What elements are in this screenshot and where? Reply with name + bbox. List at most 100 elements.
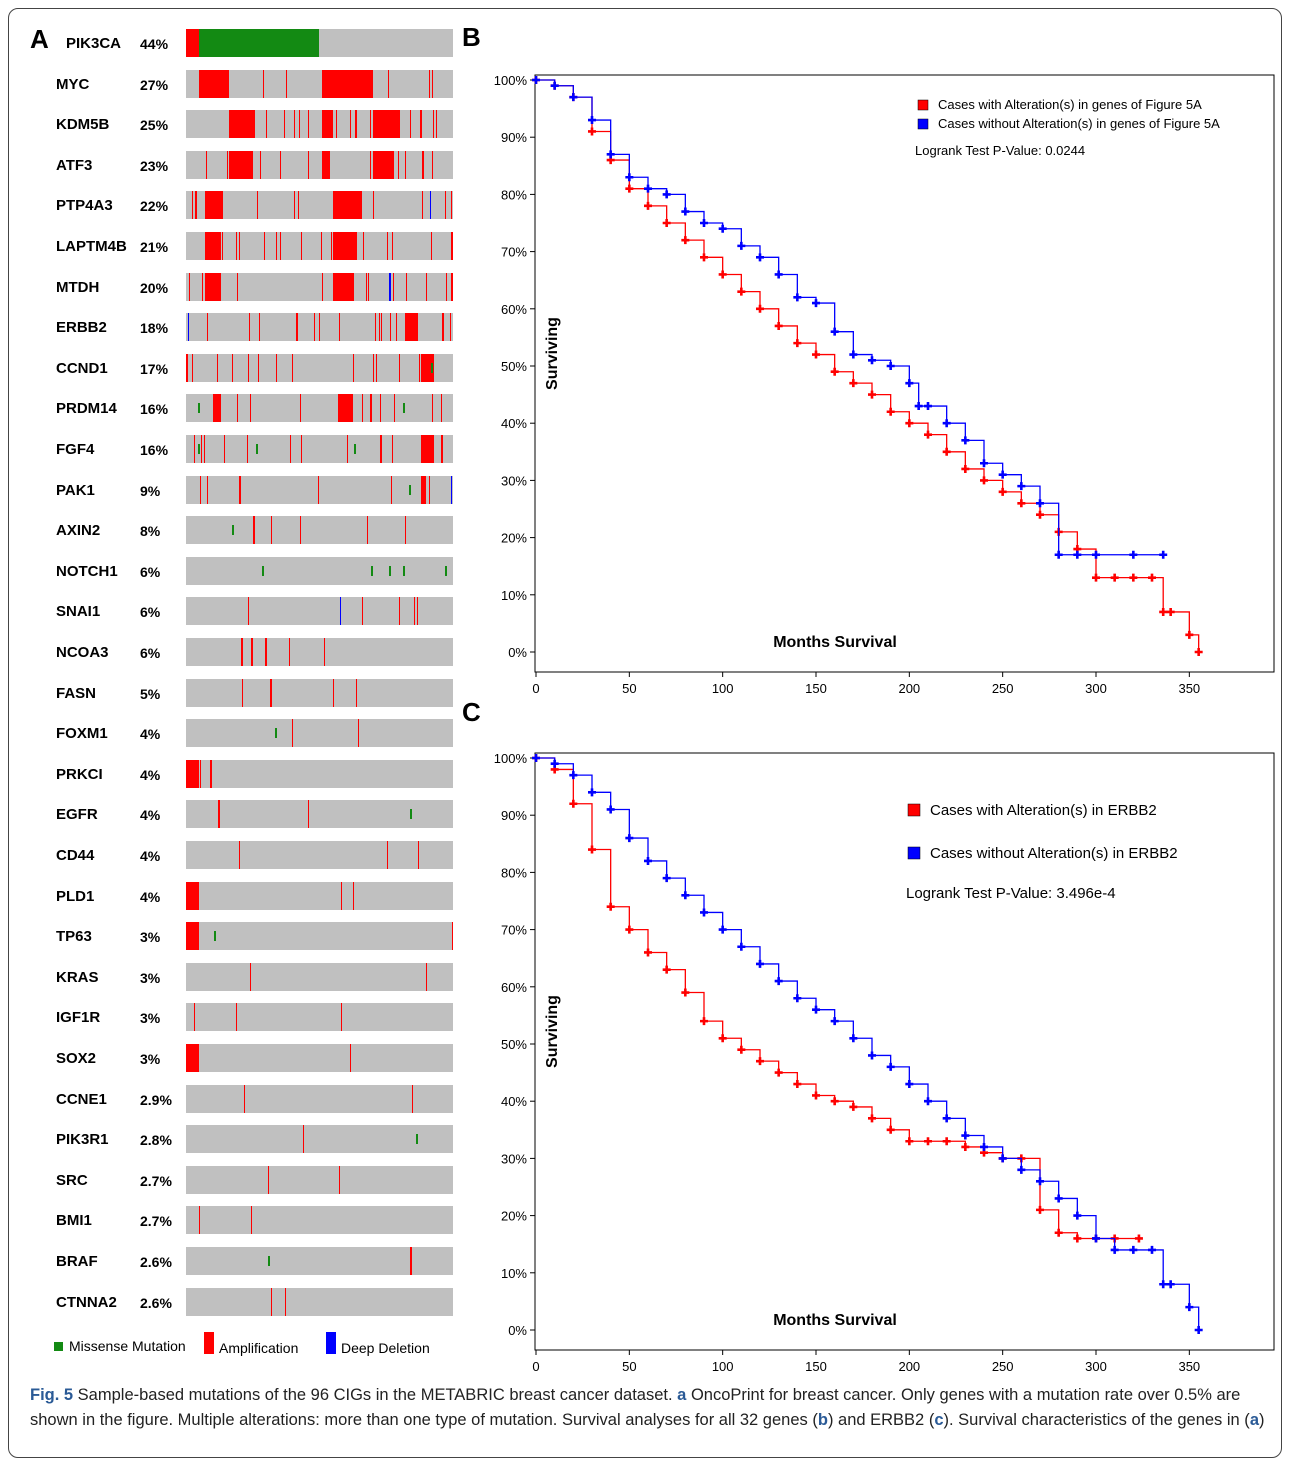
gene-alteration-track <box>186 678 453 707</box>
censor-mark <box>924 430 932 439</box>
gene-name: BRAF <box>56 1253 98 1270</box>
amplification-mark <box>318 475 320 504</box>
gene-percentage: 5% <box>140 685 161 702</box>
amplification-mark <box>222 232 224 260</box>
censor-mark <box>1073 550 1082 559</box>
deep-deletion-swatch <box>326 1332 336 1354</box>
caption-ref-a2: a <box>1249 1411 1259 1429</box>
gene-alteration-track <box>186 516 453 545</box>
gene-percentage: 25% <box>140 117 169 134</box>
censor-mark <box>718 270 727 279</box>
gene-alteration-track <box>186 638 453 666</box>
legend-label: Cases without Alteration(s) in ERBB2 <box>930 845 1178 862</box>
amplification-mark <box>387 69 389 98</box>
amplification-mark <box>349 110 352 139</box>
missense-swatch <box>54 1342 63 1351</box>
caption-ref-a: a <box>677 1386 687 1404</box>
amplification-mark <box>239 841 241 869</box>
censor-mark <box>774 321 783 330</box>
censor-mark <box>662 190 671 199</box>
gene-name: PLD1 <box>56 887 95 905</box>
missense-mark <box>275 728 277 739</box>
amplification-mark <box>357 69 360 98</box>
amplification-mark <box>284 1287 286 1316</box>
censor-mark <box>718 224 727 233</box>
amplification-mark <box>199 69 229 98</box>
amplification-mark <box>432 150 434 179</box>
plot-area <box>534 74 1275 673</box>
gene-alteration-track <box>186 353 453 382</box>
amplification-mark <box>404 313 419 342</box>
gene-name: AXIN2 <box>56 522 101 540</box>
amplification-mark <box>186 759 199 788</box>
gene-name: CTNNA2 <box>56 1293 117 1311</box>
censor-mark <box>868 1051 876 1060</box>
censor-mark <box>914 402 923 411</box>
censor-mark <box>718 1034 727 1043</box>
amplification-mark <box>193 1003 195 1032</box>
amplification-mark <box>353 353 355 382</box>
amplification-mark <box>393 394 395 423</box>
amplification-mark <box>370 394 372 423</box>
amplification-mark <box>253 516 255 545</box>
amplification-mark <box>308 150 310 179</box>
amplification-mark <box>362 394 364 423</box>
x-tick-label: 50 <box>622 681 636 696</box>
censor-mark <box>550 759 559 768</box>
amplification-mark <box>420 435 435 463</box>
amplification-mark <box>270 678 272 707</box>
censor-mark <box>1166 1280 1175 1289</box>
amplification-mark <box>422 150 424 179</box>
censor-mark <box>886 362 895 370</box>
censor-mark <box>1185 1303 1194 1312</box>
gene-alteration-track <box>186 1084 453 1113</box>
censor-mark <box>793 339 802 348</box>
censor-mark <box>1159 1280 1168 1289</box>
censor-mark <box>644 948 652 957</box>
censor-mark <box>737 942 746 951</box>
gene-percentage: 2.6% <box>140 1254 172 1270</box>
amplification-mark <box>338 313 340 342</box>
caption-text-4: ). Survival characteristics of the genes… <box>943 1411 1250 1429</box>
y-tick-label: 60% <box>501 302 527 317</box>
censor-mark <box>886 1125 895 1134</box>
amplification-mark <box>244 150 246 179</box>
amplification-mark <box>283 110 285 139</box>
amplification-mark <box>217 353 219 382</box>
gene-name: SOX2 <box>56 1050 97 1067</box>
gene-alteration-track <box>186 719 453 748</box>
censor-mark <box>532 754 540 762</box>
censor-mark <box>849 379 858 388</box>
censor-mark <box>942 1114 951 1123</box>
missense-mark <box>389 565 392 576</box>
censor-mark <box>1036 1205 1044 1214</box>
gene-percentage: 2.7% <box>140 1172 172 1189</box>
amplification-mark <box>301 435 303 463</box>
amplification-mark <box>362 232 365 260</box>
gene-alteration-track <box>186 1287 453 1316</box>
gene-percentage: 9% <box>140 482 161 499</box>
censor-mark <box>1110 1245 1119 1254</box>
censor-mark <box>550 81 559 90</box>
gene-alteration-track <box>186 150 453 179</box>
censor-mark <box>961 436 970 445</box>
censor-mark <box>849 350 858 359</box>
gene-alteration-track <box>186 759 453 788</box>
amplification-mark <box>194 191 196 220</box>
y-tick-label: 70% <box>501 923 527 938</box>
logrank-annotation: Logrank Test P-Value: 0.0244 <box>915 143 1085 158</box>
censor-mark <box>868 1114 876 1123</box>
amplification-mark <box>294 110 296 139</box>
y-tick-label: 50% <box>501 1037 527 1052</box>
gene-alteration-track <box>186 394 453 423</box>
amplification-mark <box>352 881 354 910</box>
censor-mark <box>756 1057 764 1066</box>
gene-alteration-track <box>186 1044 453 1072</box>
amplification-mark <box>247 150 249 179</box>
gene-name: CD44 <box>56 847 95 864</box>
censor-mark <box>737 1045 746 1054</box>
missense-mark <box>445 565 448 576</box>
plot-area <box>534 752 1275 1351</box>
figure-frame <box>8 8 1282 1458</box>
censor-mark <box>681 988 690 997</box>
